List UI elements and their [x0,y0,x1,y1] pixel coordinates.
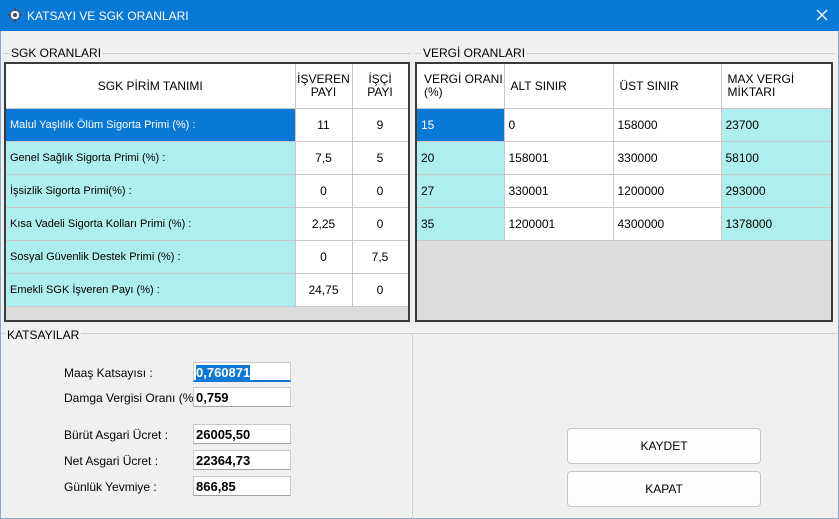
sgk-row-name[interactable]: Sosyal Güvenlik Destek Primi (%) : [6,240,296,274]
vergi-group-title: VERGİ ORANLARI [421,46,528,60]
vergi-table: VERGİ ORANI (%) ALT SINIR ÜST SINIR MAX … [415,62,833,322]
sgk-row-name[interactable]: Emekli SGK İşveren Payı (%) : [6,273,296,307]
sgk-row-name[interactable]: Genel Sağlık Sigorta Primi (%) : [6,141,296,175]
vergi-row-rate[interactable]: 20 [417,141,505,175]
damga-vergisi-input[interactable]: 0,759 [193,387,291,407]
sgk-row-worker[interactable]: 0 [352,174,408,208]
gear-icon [8,8,22,22]
sgk-row-employer[interactable]: 2,25 [295,207,353,241]
brut-label: Bürüt Asgari Ücret : [64,428,169,442]
table-row[interactable]: Malul Yaşlılık Ölüm Sigorta Primi (%) : … [6,108,408,142]
save-button[interactable]: KAYDET [567,428,761,464]
sgk-row-worker[interactable]: 0 [352,273,408,307]
sgk-row-employer[interactable]: 0 [295,174,353,208]
window-body: SGK ORANLARI SGK PİRİM TANIMI İŞVEREN PA… [0,31,839,519]
sgk-group [3,53,411,54]
sgk-header-name[interactable]: SGK PİRİM TANIMI [6,64,296,109]
close-button[interactable]: KAPAT [567,471,761,507]
table-row[interactable]: 35 1200001 4300000 1378000 [417,207,831,241]
vergi-row-max[interactable]: 1378000 [721,207,831,241]
vergi-row-upper[interactable]: 330000 [613,141,722,175]
net-label: Net Asgari Ücret : [64,454,159,468]
close-icon[interactable] [811,5,833,25]
vergi-row-lower[interactable]: 0 [504,108,614,142]
vergi-row-upper[interactable]: 1200000 [613,174,722,208]
sgk-row-employer[interactable]: 7,5 [295,141,353,175]
table-row[interactable]: 15 0 158000 23700 [417,108,831,142]
brut-asgari-ucret-input[interactable]: 26005,50 [193,424,291,444]
maas-katsayisi-input[interactable]: 0,760871 [193,362,291,382]
table-row[interactable]: Sosyal Güvenlik Destek Primi (%) : 0 7,5 [6,240,408,274]
net-asgari-ucret-input[interactable]: 22364,73 [193,450,291,470]
sgk-row-worker[interactable]: 9 [352,108,408,142]
sgk-header-employer[interactable]: İŞVEREN PAYI [295,64,353,109]
sgk-row-name[interactable]: Malul Yaşlılık Ölüm Sigorta Primi (%) : [6,108,296,142]
section-divider [412,333,413,519]
sgk-row-worker[interactable]: 5 [352,141,408,175]
katsayilar-group-title: KATSAYILAR [5,328,82,342]
damga-label: Damga Vergisi Oranı (%) : [64,391,205,405]
window-title: KATSAYI VE SGK ORANLARI [27,9,189,23]
gunluk-yevmiye-input[interactable]: 866,85 [193,476,291,496]
vergi-header-lower[interactable]: ALT SINIR [504,64,614,109]
vergi-row-rate[interactable]: 15 [417,108,505,142]
sgk-row-worker[interactable]: 0 [352,207,408,241]
table-row[interactable]: İşsizlik Sigorta Primi(%) : 0 0 [6,174,408,208]
vergi-row-upper[interactable]: 4300000 [613,207,722,241]
vergi-row-lower[interactable]: 1200001 [504,207,614,241]
sgk-table: SGK PİRİM TANIMI İŞVEREN PAYI İŞÇİ PAYI … [4,62,410,322]
vergi-row-max[interactable]: 58100 [721,141,831,175]
sgk-header-worker[interactable]: İŞÇİ PAYI [352,64,408,109]
vergi-header-upper[interactable]: ÜST SINIR [613,64,722,109]
vergi-group [415,53,835,54]
sgk-row-name[interactable]: Kısa Vadeli Sigorta Kolları Primi (%) : [6,207,296,241]
vergi-row-upper[interactable]: 158000 [613,108,722,142]
sgk-row-worker[interactable]: 7,5 [352,240,408,274]
maas-label: Maaş Katsayısı : [64,366,153,380]
vergi-row-max[interactable]: 293000 [721,174,831,208]
section-divider [1,333,838,334]
sgk-group-title: SGK ORANLARI [9,46,104,60]
vergi-row-rate[interactable]: 27 [417,174,505,208]
vergi-header-max[interactable]: MAX VERGİ MİKTARI [721,64,831,109]
vergi-header-rate[interactable]: VERGİ ORANI (%) [417,64,505,109]
sgk-row-name[interactable]: İşsizlik Sigorta Primi(%) : [6,174,296,208]
title-bar: KATSAYI VE SGK ORANLARI [0,0,839,31]
table-row[interactable]: Emekli SGK İşveren Payı (%) : 24,75 0 [6,273,408,307]
table-row[interactable]: 27 330001 1200000 293000 [417,174,831,208]
vergi-row-max[interactable]: 23700 [721,108,831,142]
table-row[interactable]: Kısa Vadeli Sigorta Kolları Primi (%) : … [6,207,408,241]
table-row[interactable]: Genel Sağlık Sigorta Primi (%) : 7,5 5 [6,141,408,175]
vergi-row-lower[interactable]: 330001 [504,174,614,208]
sgk-row-employer[interactable]: 24,75 [295,273,353,307]
table-row[interactable]: 20 158001 330000 58100 [417,141,831,175]
vergi-row-rate[interactable]: 35 [417,207,505,241]
sgk-row-employer[interactable]: 11 [295,108,353,142]
sgk-row-employer[interactable]: 0 [295,240,353,274]
vergi-row-lower[interactable]: 158001 [504,141,614,175]
gunluk-label: Günlük Yevmiye : [64,480,157,494]
maas-katsayisi-value: 0,760871 [196,365,251,380]
